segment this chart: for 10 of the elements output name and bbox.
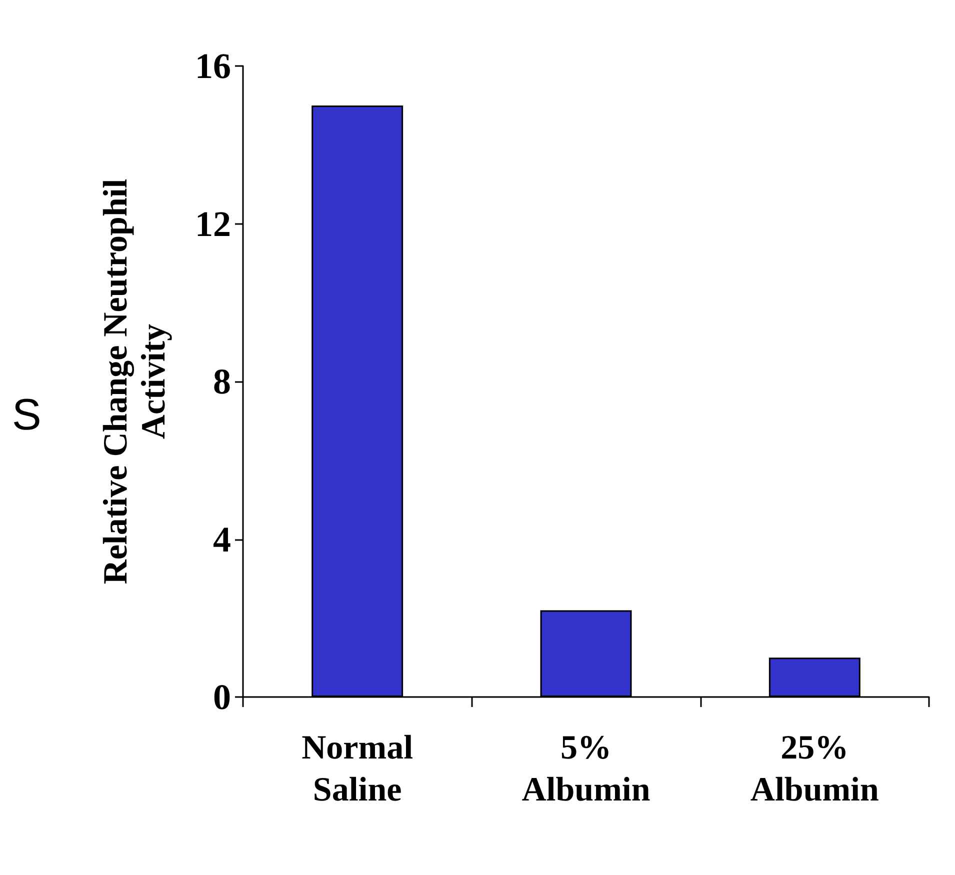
x-tick-label: 5% Albumin bbox=[522, 730, 650, 808]
y-tick-label: 4 bbox=[213, 519, 231, 560]
y-tick-label: 8 bbox=[213, 362, 231, 402]
text: S bbox=[12, 390, 42, 440]
x-tick-label: Normal Saline bbox=[302, 730, 414, 808]
y-axis-title: Relative Change Neutrophil Activity bbox=[98, 178, 172, 584]
y-tick-label: 16 bbox=[195, 46, 231, 86]
x-tick-label: 25% Albumin bbox=[750, 730, 880, 808]
y-tick-label: 0 bbox=[213, 677, 231, 717]
y-tick-label: 12 bbox=[195, 204, 231, 244]
